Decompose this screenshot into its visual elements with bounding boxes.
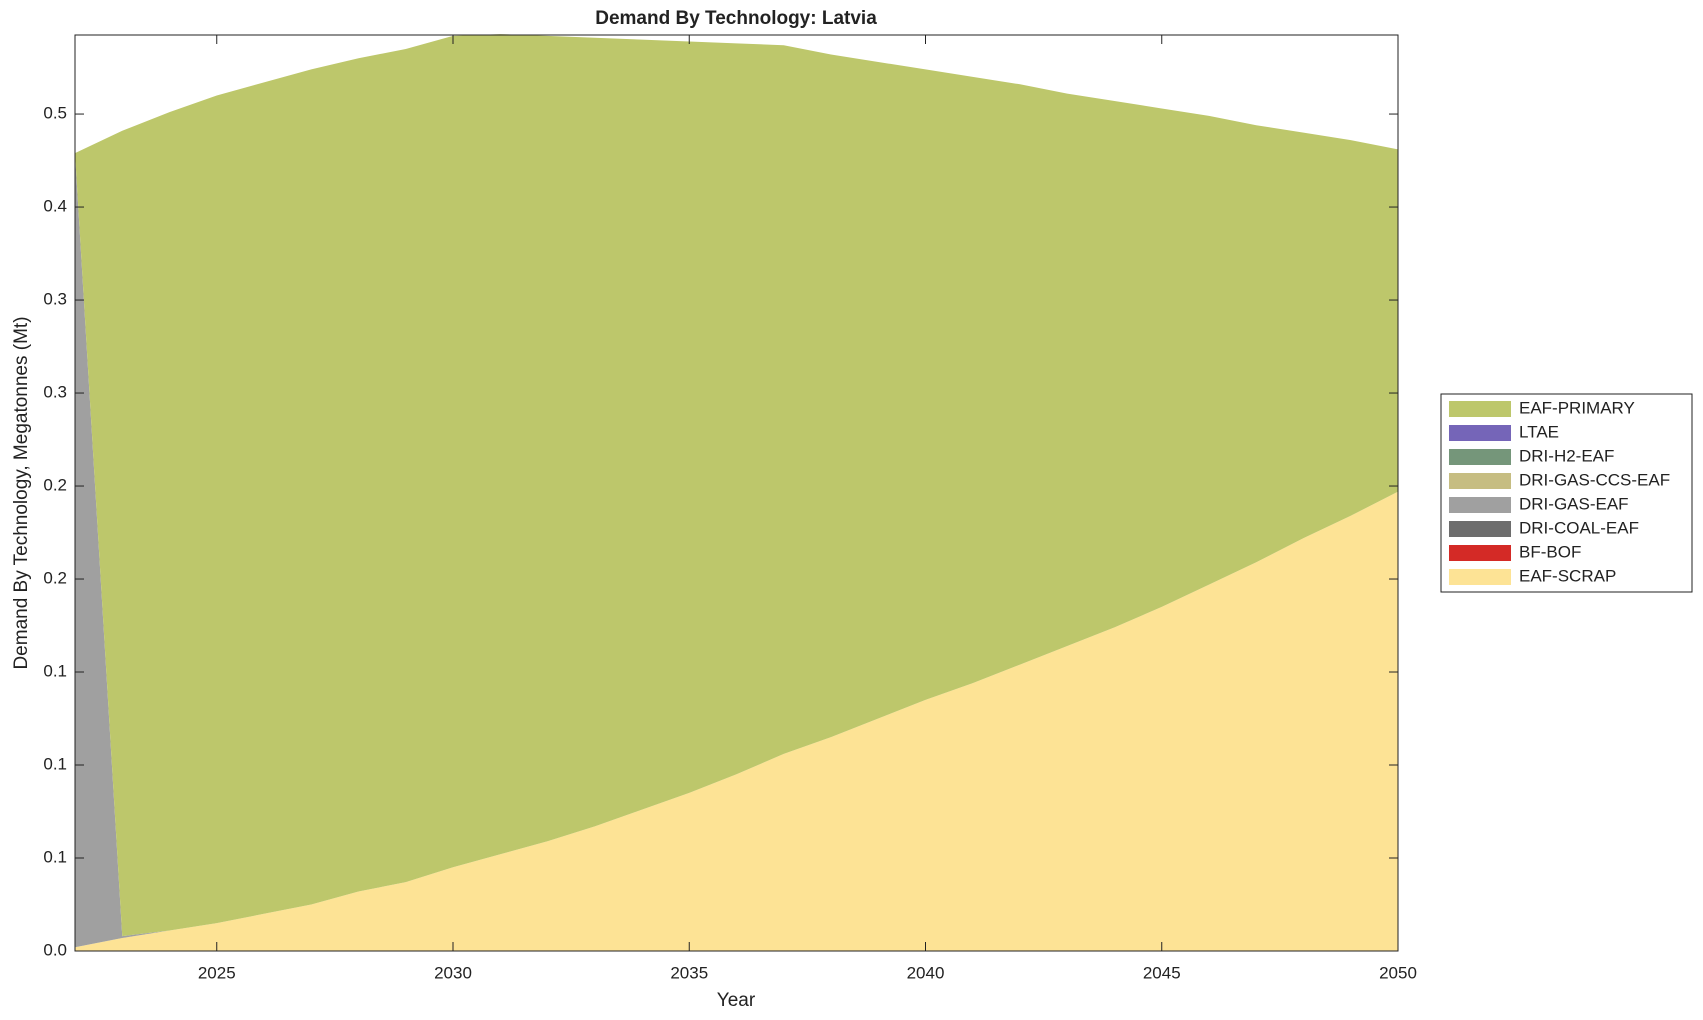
y-tick-label: 0.1 <box>43 754 67 773</box>
area <box>75 491 1398 951</box>
y-tick-label: 0.1 <box>43 661 67 680</box>
legend-label: EAF-PRIMARY <box>1519 398 1635 417</box>
legend-swatch <box>1449 425 1511 441</box>
y-tick-label: 0.0 <box>43 940 67 959</box>
y-tick-label: 0.2 <box>43 569 67 588</box>
x-axis-label: Year <box>717 990 756 1011</box>
legend-swatch <box>1449 449 1511 465</box>
legend-label: DRI-H2-EAF <box>1519 446 1614 465</box>
x-tick-label: 2035 <box>670 963 708 982</box>
x-tick-label: 2040 <box>907 963 945 982</box>
y-tick-label: 0.3 <box>43 383 67 402</box>
legend-label: EAF-SCRAP <box>1519 566 1616 585</box>
y-tick-label: 0.1 <box>43 847 67 866</box>
plot-frame <box>74 34 1399 952</box>
legend-label: LTAE <box>1519 422 1559 441</box>
chart-title: Demand By Technology: Latvia <box>595 8 877 29</box>
legend-swatch <box>1449 497 1511 513</box>
legend-label: DRI-GAS-CCS-EAF <box>1519 470 1670 489</box>
x-tick-label: 2025 <box>198 963 236 982</box>
x-tick-label: 2050 <box>1379 963 1417 982</box>
legend-box <box>1440 393 1693 593</box>
legend-swatch <box>1449 473 1511 489</box>
y-tick-label: 0.3 <box>43 290 67 309</box>
y-tick-label: 0.5 <box>43 104 67 123</box>
legend-swatch <box>1449 545 1511 561</box>
legend-label: BF-BOF <box>1519 542 1581 561</box>
legend: EAF-PRIMARY LTAE DRI-H2-EAF DRI-GAS-CCS-EAF… <box>1440 393 1693 593</box>
y-tick-label: 0.4 <box>43 197 67 216</box>
x-tick-label: 2045 <box>1143 963 1181 982</box>
x-tick-label: 2030 <box>434 963 472 982</box>
legend-label: DRI-GAS-EAF <box>1519 494 1629 513</box>
legend-label: DRI-COAL-EAF <box>1519 518 1639 537</box>
legend-swatch <box>1449 401 1511 417</box>
legend-swatch <box>1449 521 1511 537</box>
y-axis-label: Demand By Technology, Megatonnes (Mt) <box>11 316 32 669</box>
legend-swatch <box>1449 569 1511 585</box>
y-tick-label: 0.2 <box>43 476 67 495</box>
area <box>75 34 1398 937</box>
